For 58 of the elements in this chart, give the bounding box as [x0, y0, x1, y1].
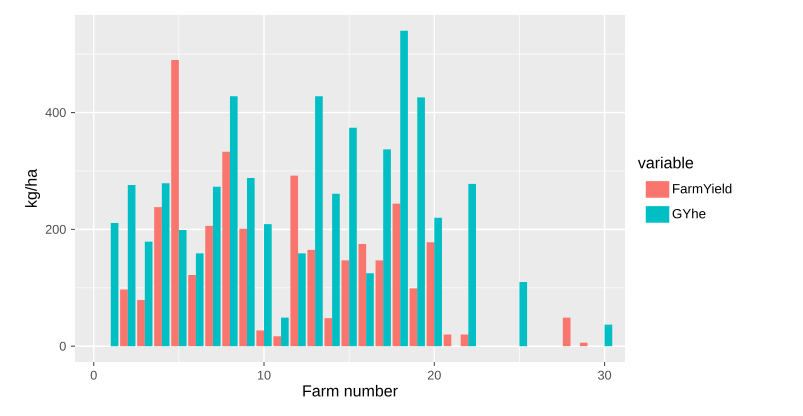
bar: [178, 230, 187, 346]
bar: [604, 324, 612, 346]
bar: [376, 260, 384, 346]
bar: [188, 274, 196, 346]
bar: [256, 330, 264, 346]
bar: [562, 318, 571, 346]
bar: [383, 149, 391, 346]
bar: [332, 194, 340, 346]
bar: [444, 334, 452, 346]
x-tick-label: 20: [428, 370, 441, 380]
y-tick-label: 0: [60, 342, 66, 351]
bar: [128, 184, 136, 346]
x-axis-title: Farm number: [303, 384, 398, 397]
bar: [307, 250, 316, 346]
bar: [246, 178, 255, 346]
bar: [580, 342, 588, 346]
bar: [410, 288, 418, 346]
bar: [171, 60, 179, 346]
x-tick-label: 30: [598, 370, 612, 380]
bar: [324, 318, 332, 346]
y-tick-label: 200: [46, 224, 66, 234]
y-axis-title: kg/ha: [25, 168, 40, 207]
bar: [358, 244, 366, 346]
bar: [341, 260, 350, 346]
bar: [281, 318, 289, 346]
bar: [239, 228, 247, 346]
bar: [460, 334, 468, 346]
bar: [196, 253, 204, 346]
legend-label: GYhe: [672, 208, 706, 218]
bar: [400, 30, 408, 346]
bar: [417, 97, 425, 346]
bar: [392, 204, 400, 346]
bar: [264, 224, 272, 346]
bar: [366, 273, 374, 346]
legend-label: FarmYield: [673, 184, 732, 194]
bar: [137, 300, 145, 346]
bar: [519, 282, 528, 346]
bar: [212, 186, 221, 346]
bar: [110, 222, 118, 346]
bar: [273, 336, 282, 346]
legend-title: variable: [638, 156, 694, 168]
bar: [315, 96, 323, 346]
bar: [230, 96, 238, 346]
bar: [222, 152, 230, 346]
x-tick-label: 10: [258, 370, 271, 380]
bar: [290, 176, 298, 346]
bar: [434, 218, 442, 346]
bar: [426, 242, 434, 346]
bar: [162, 183, 170, 346]
x-tick-label: 0: [90, 370, 97, 380]
bar: [298, 253, 306, 346]
bar: [154, 207, 162, 346]
y-tick-label: 400: [45, 108, 66, 118]
bar: [205, 226, 213, 346]
bar: [144, 242, 152, 346]
bar: [120, 290, 128, 346]
bar: [468, 184, 476, 346]
bar: [349, 128, 357, 346]
